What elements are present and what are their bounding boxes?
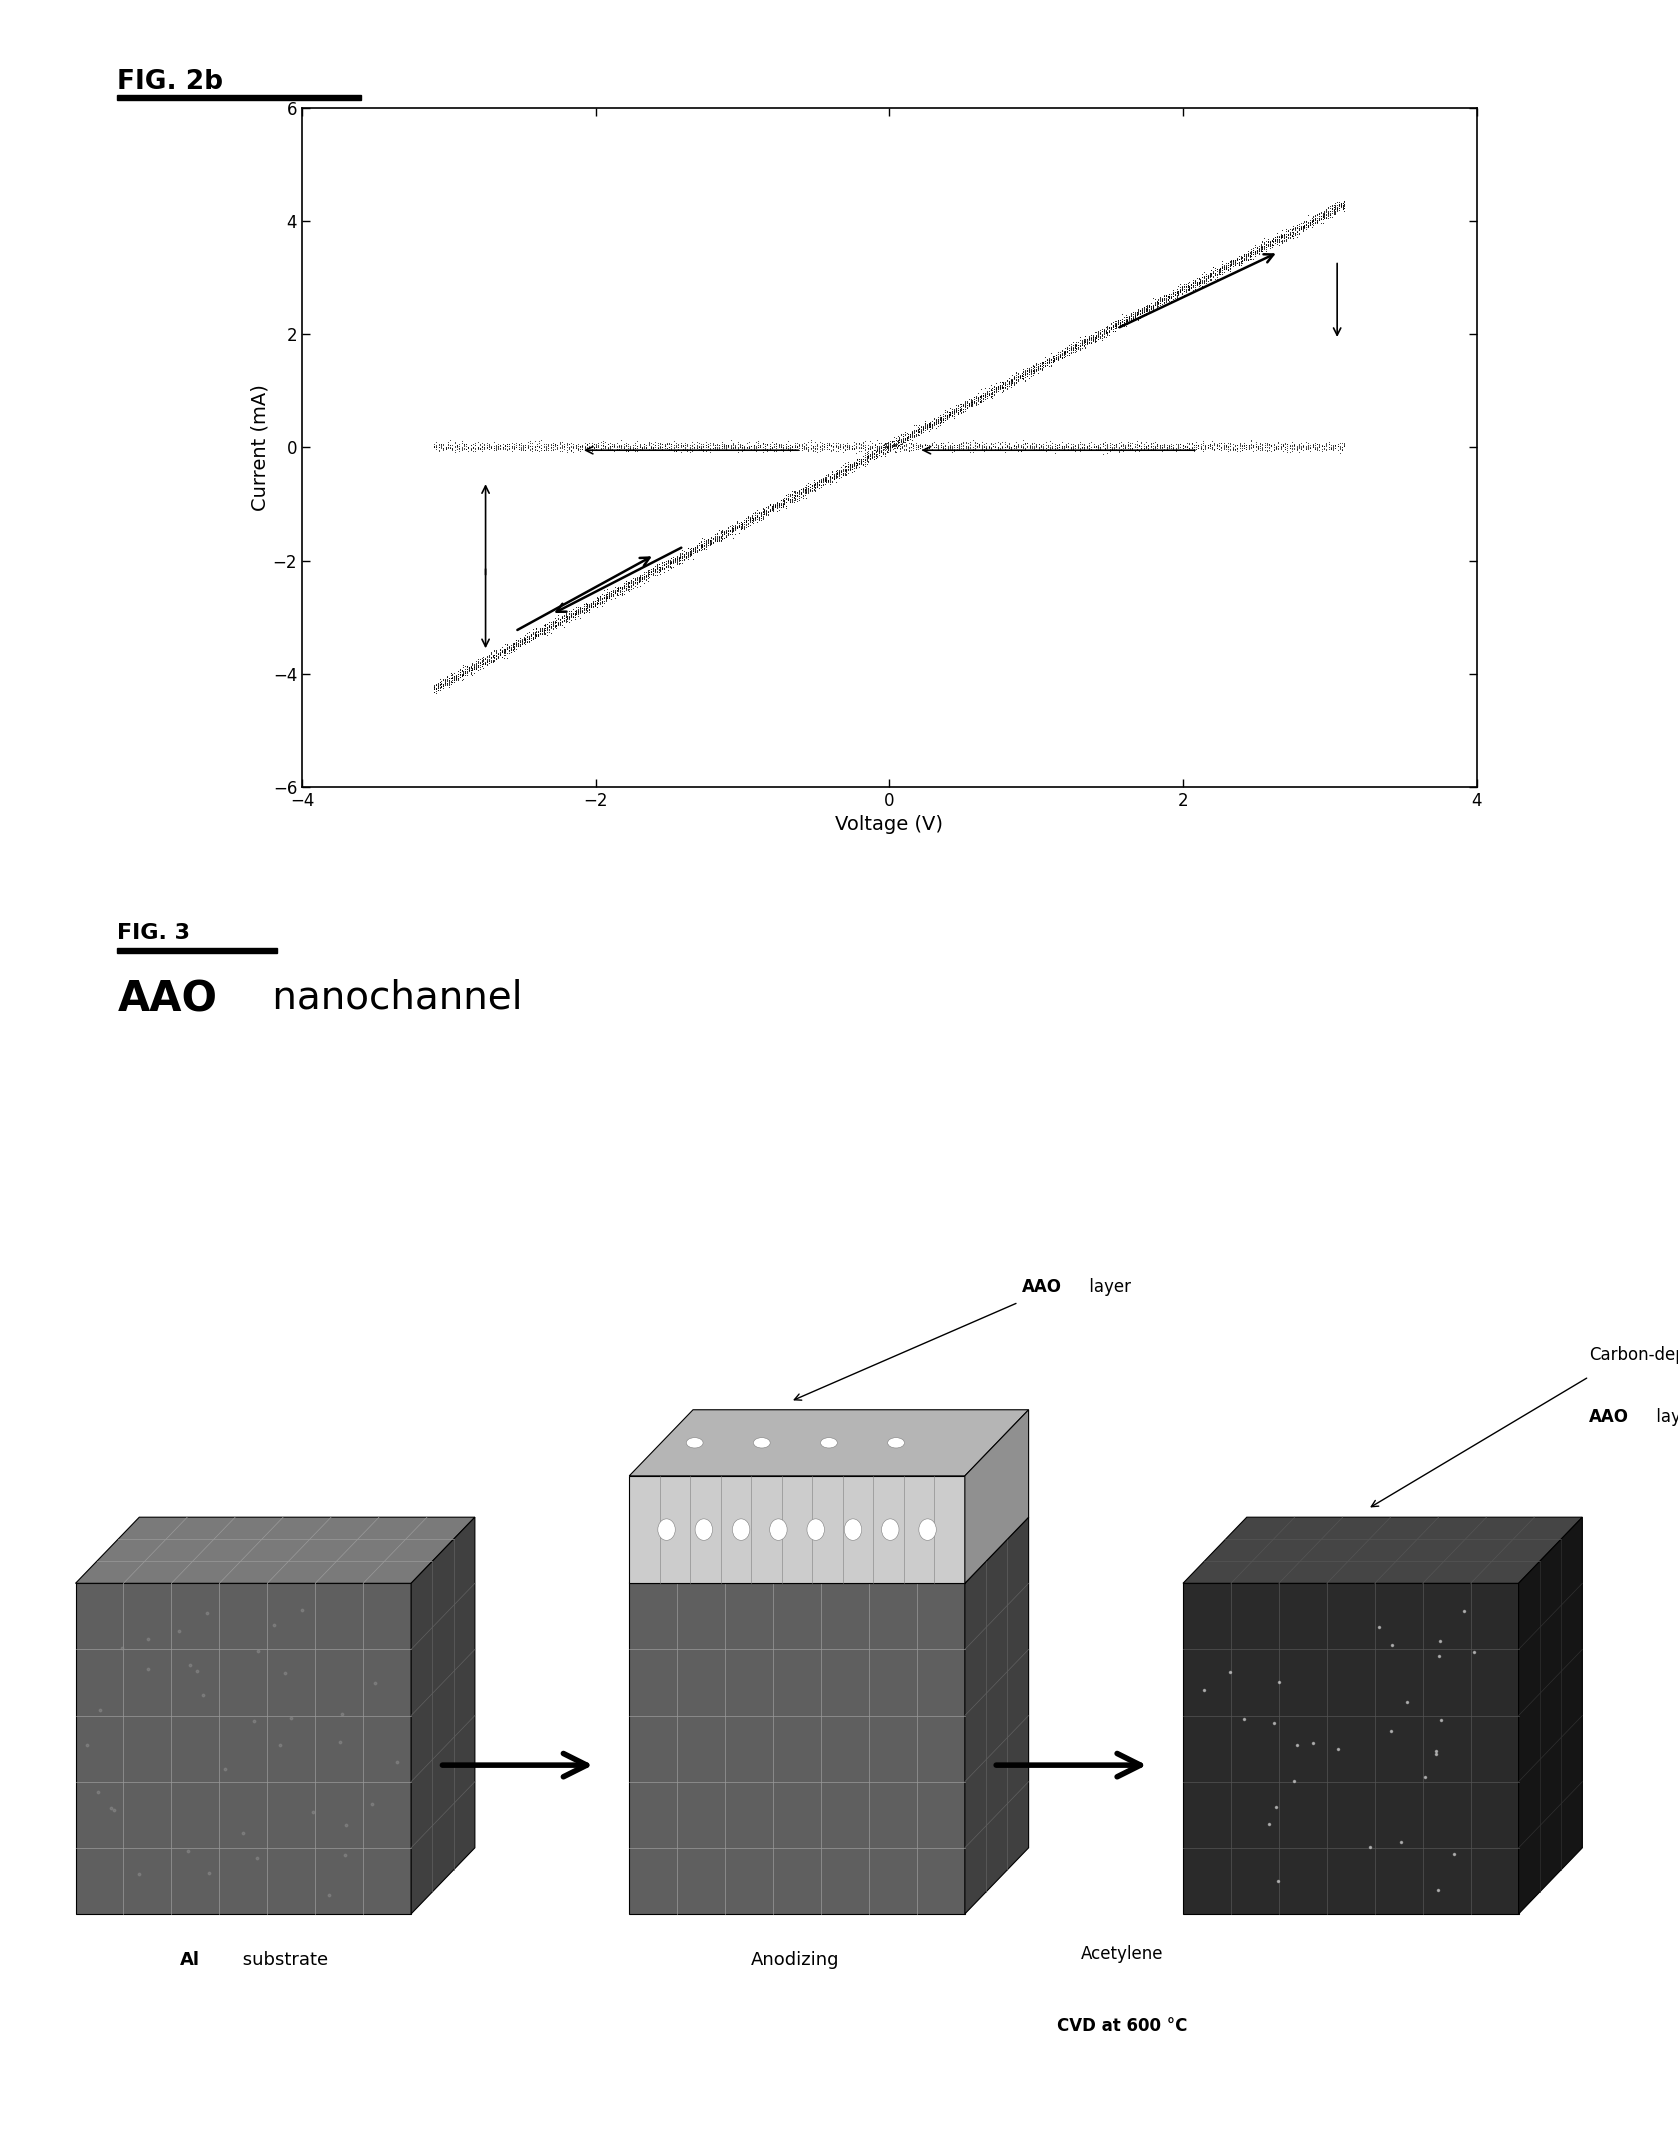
Text: Anodizing: Anodizing (752, 1951, 839, 1968)
Polygon shape (1183, 1583, 1519, 1915)
Text: AAO: AAO (117, 979, 218, 1020)
Circle shape (732, 1518, 750, 1539)
Text: FIG. 2b: FIG. 2b (117, 69, 223, 95)
Circle shape (920, 1518, 936, 1539)
Polygon shape (965, 1518, 1029, 1915)
X-axis label: Voltage (V): Voltage (V) (836, 815, 943, 834)
Y-axis label: Current (mA): Current (mA) (252, 384, 270, 511)
Circle shape (807, 1518, 824, 1539)
Text: Al: Al (180, 1951, 200, 1968)
Ellipse shape (686, 1438, 703, 1449)
Polygon shape (965, 1410, 1029, 1583)
Polygon shape (1183, 1518, 1582, 1583)
Circle shape (881, 1518, 899, 1539)
Polygon shape (76, 1518, 475, 1583)
Text: Carbon-deposited: Carbon-deposited (1589, 1345, 1678, 1365)
Text: AAO: AAO (1589, 1408, 1629, 1427)
Circle shape (770, 1518, 787, 1539)
Polygon shape (629, 1583, 965, 1915)
Polygon shape (629, 1410, 1029, 1477)
Circle shape (695, 1518, 713, 1539)
Polygon shape (1519, 1518, 1582, 1915)
Text: layer: layer (1651, 1408, 1678, 1427)
Text: FIG. 3: FIG. 3 (117, 923, 191, 942)
Text: CVD at 600 °C: CVD at 600 °C (1057, 2018, 1188, 2035)
Polygon shape (76, 1583, 411, 1915)
Polygon shape (411, 1518, 475, 1915)
Ellipse shape (753, 1438, 770, 1449)
Text: substrate: substrate (237, 1951, 327, 1968)
Text: layer: layer (1084, 1279, 1131, 1296)
Text: Acetylene: Acetylene (1081, 1945, 1165, 1962)
Circle shape (658, 1518, 675, 1539)
Polygon shape (629, 1477, 965, 1583)
Ellipse shape (888, 1438, 904, 1449)
Text: AAO: AAO (1022, 1279, 1062, 1296)
Polygon shape (629, 1518, 1029, 1583)
Ellipse shape (821, 1438, 837, 1449)
Circle shape (844, 1518, 862, 1539)
Text: nanochannel: nanochannel (260, 979, 522, 1018)
